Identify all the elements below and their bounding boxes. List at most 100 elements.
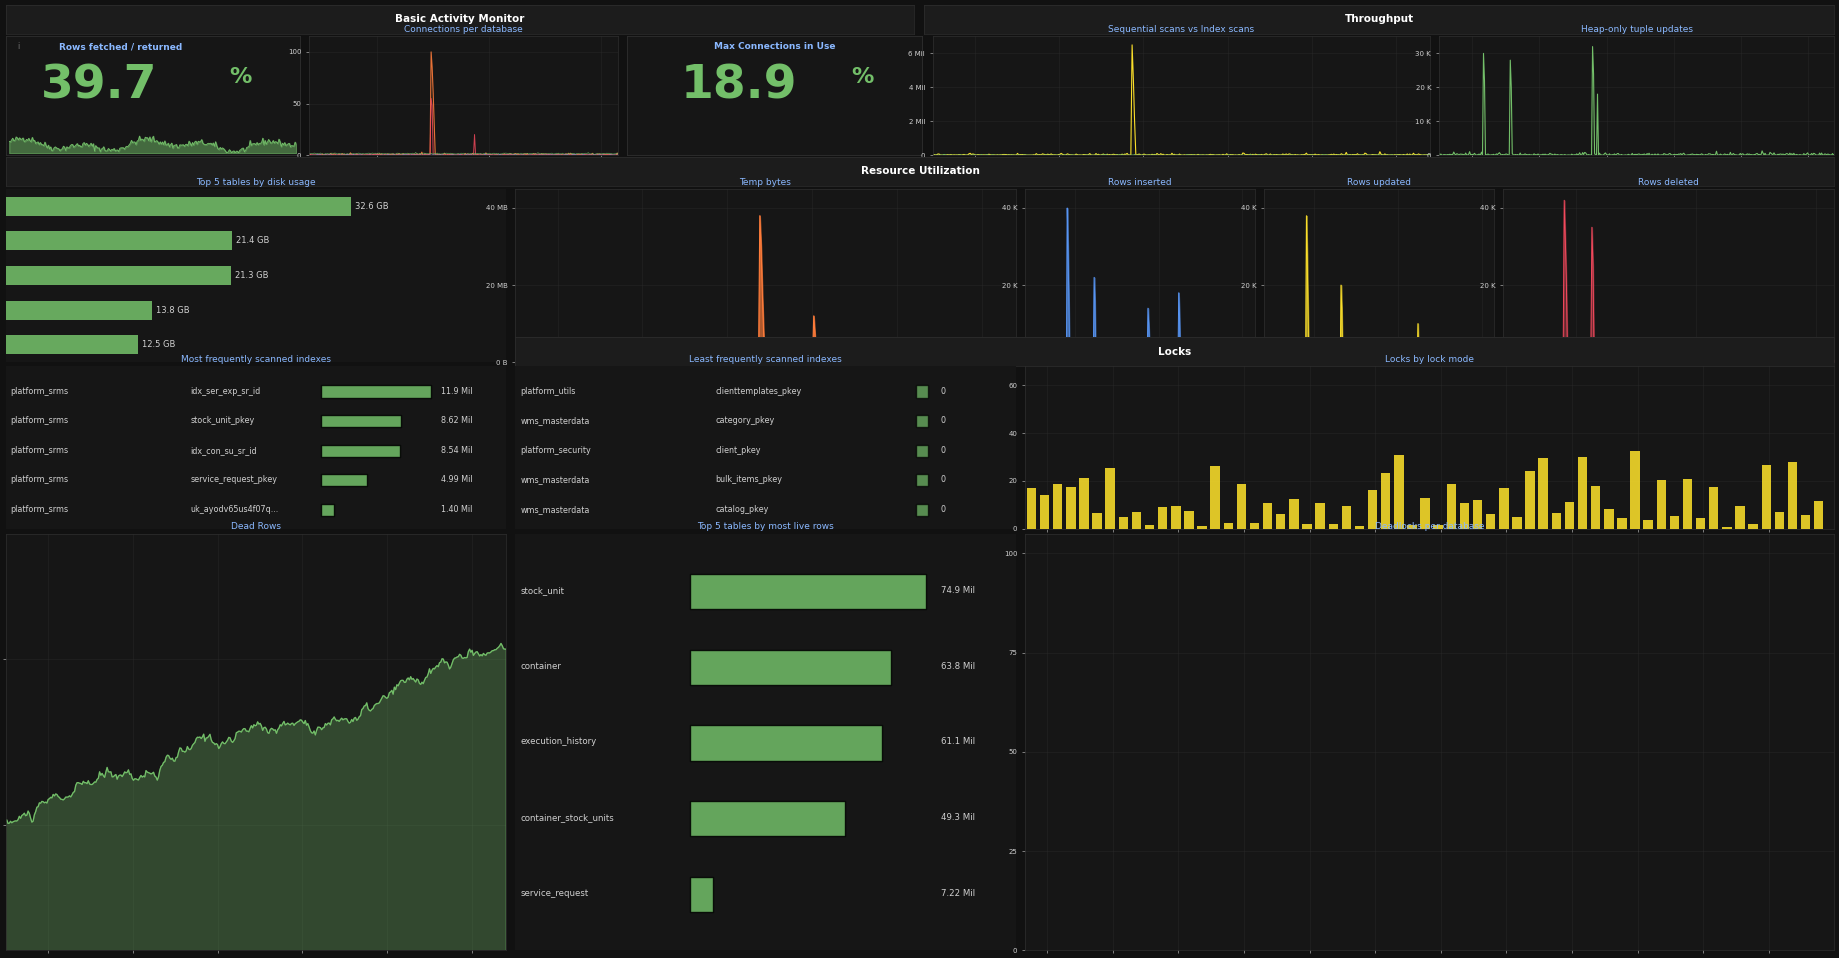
Text: 11.9 Mil: 11.9 Mil bbox=[441, 387, 473, 396]
Bar bbox=[1708, 487, 1718, 529]
Text: 12.5 GB: 12.5 GB bbox=[142, 340, 175, 350]
Bar bbox=[1131, 513, 1140, 529]
Bar bbox=[1354, 526, 1363, 529]
Bar bbox=[6, 266, 232, 285]
Text: platform_srms: platform_srms bbox=[11, 445, 68, 455]
FancyBboxPatch shape bbox=[690, 574, 925, 609]
Bar bbox=[1092, 513, 1102, 529]
Bar bbox=[1274, 514, 1285, 529]
Title: Dead Rows: Dead Rows bbox=[230, 522, 281, 532]
Text: 8.62 Mil: 8.62 Mil bbox=[441, 416, 473, 425]
Bar bbox=[1445, 484, 1455, 529]
Text: service_request_pkey: service_request_pkey bbox=[191, 475, 278, 485]
Text: 0: 0 bbox=[940, 387, 945, 396]
Text: 21.4 GB: 21.4 GB bbox=[235, 237, 270, 245]
Bar bbox=[1144, 525, 1153, 529]
Bar bbox=[1065, 487, 1076, 529]
Bar bbox=[1079, 478, 1089, 529]
Bar bbox=[1433, 525, 1442, 529]
Text: category_pkey: category_pkey bbox=[715, 416, 774, 425]
Text: Rows fetched / returned: Rows fetched / returned bbox=[59, 42, 182, 52]
Text: wms_masterdata: wms_masterdata bbox=[520, 475, 588, 485]
Bar bbox=[1366, 490, 1377, 529]
Title: Rows deleted: Rows deleted bbox=[1637, 177, 1699, 187]
Title: Deadlocks per database: Deadlocks per database bbox=[1374, 522, 1484, 532]
Title: Rows inserted: Rows inserted bbox=[1107, 177, 1171, 187]
Text: %: % bbox=[851, 67, 874, 87]
Bar bbox=[1537, 458, 1547, 529]
Text: container_stock_units: container_stock_units bbox=[520, 813, 614, 822]
Bar bbox=[1486, 514, 1495, 529]
Title: Top 5 tables by disk usage: Top 5 tables by disk usage bbox=[195, 177, 316, 187]
Bar bbox=[1302, 524, 1311, 529]
Bar bbox=[1341, 506, 1350, 529]
Bar bbox=[1197, 526, 1206, 529]
Text: execution_history: execution_history bbox=[520, 738, 596, 746]
Bar bbox=[6, 196, 351, 216]
Bar bbox=[1629, 451, 1639, 529]
FancyBboxPatch shape bbox=[320, 474, 366, 487]
Title: Least frequently scanned indexes: Least frequently scanned indexes bbox=[688, 354, 842, 364]
Text: i: i bbox=[17, 42, 20, 52]
Text: 61.1 Mil: 61.1 Mil bbox=[940, 738, 975, 746]
Bar bbox=[1734, 507, 1743, 529]
Title: Rows updated: Rows updated bbox=[1346, 177, 1411, 187]
Bar bbox=[1394, 455, 1403, 529]
FancyBboxPatch shape bbox=[690, 650, 890, 685]
Bar bbox=[1642, 520, 1651, 529]
Text: 74.9 Mil: 74.9 Mil bbox=[940, 586, 975, 595]
Bar bbox=[1773, 513, 1784, 529]
Bar bbox=[1499, 488, 1508, 529]
Bar bbox=[1249, 523, 1258, 529]
Text: stock_unit: stock_unit bbox=[520, 586, 565, 595]
Text: platform_srms: platform_srms bbox=[11, 505, 68, 514]
Bar bbox=[1800, 514, 1810, 529]
Text: client_pkey: client_pkey bbox=[715, 445, 761, 455]
Text: 39.7: 39.7 bbox=[40, 64, 158, 109]
Text: 0: 0 bbox=[940, 416, 945, 425]
Title: Top 5 tables by most live rows: Top 5 tables by most live rows bbox=[697, 522, 833, 532]
Text: platform_security: platform_security bbox=[520, 445, 590, 455]
FancyBboxPatch shape bbox=[690, 877, 714, 912]
Text: wms_masterdata: wms_masterdata bbox=[520, 416, 588, 425]
FancyBboxPatch shape bbox=[320, 385, 430, 398]
Bar bbox=[1696, 517, 1705, 529]
Text: 0: 0 bbox=[940, 445, 945, 455]
Bar bbox=[1512, 516, 1521, 529]
Bar bbox=[1118, 516, 1127, 529]
FancyBboxPatch shape bbox=[916, 504, 927, 516]
FancyBboxPatch shape bbox=[320, 445, 399, 457]
Title: Connections per database: Connections per database bbox=[405, 25, 522, 34]
Bar bbox=[1563, 502, 1574, 529]
Bar bbox=[1721, 527, 1730, 529]
Text: container: container bbox=[520, 662, 561, 671]
Text: platform_srms: platform_srms bbox=[11, 475, 68, 485]
Text: 21.3 GB: 21.3 GB bbox=[235, 271, 268, 280]
Text: %: % bbox=[230, 67, 252, 87]
Text: clienttemplates_pkey: clienttemplates_pkey bbox=[715, 387, 802, 396]
FancyBboxPatch shape bbox=[320, 415, 401, 427]
Text: platform_utils: platform_utils bbox=[520, 387, 576, 396]
Bar bbox=[1407, 525, 1416, 529]
Bar bbox=[6, 231, 232, 250]
Bar bbox=[1604, 509, 1613, 529]
Text: platform_srms: platform_srms bbox=[11, 416, 68, 425]
Bar bbox=[1591, 486, 1600, 529]
Text: Basic Activity Monitor: Basic Activity Monitor bbox=[395, 14, 524, 24]
FancyBboxPatch shape bbox=[320, 504, 333, 516]
Bar bbox=[1525, 470, 1534, 529]
Text: 1.40 Mil: 1.40 Mil bbox=[441, 505, 473, 514]
Text: platform_srms: platform_srms bbox=[11, 387, 68, 396]
Text: 7.22 Mil: 7.22 Mil bbox=[940, 889, 975, 898]
Bar bbox=[1289, 499, 1298, 529]
Text: wms_masterdata: wms_masterdata bbox=[520, 505, 588, 514]
Text: Locks: Locks bbox=[1157, 347, 1192, 356]
Title: Heap-only tuple updates: Heap-only tuple updates bbox=[1580, 25, 1692, 34]
Text: 32.6 GB: 32.6 GB bbox=[355, 201, 388, 211]
FancyBboxPatch shape bbox=[690, 725, 881, 761]
Text: Resource Utilization: Resource Utilization bbox=[861, 167, 978, 176]
Bar bbox=[1668, 515, 1679, 529]
Bar bbox=[1655, 480, 1664, 529]
Text: 4.99 Mil: 4.99 Mil bbox=[441, 475, 473, 485]
Text: 0: 0 bbox=[940, 505, 945, 514]
